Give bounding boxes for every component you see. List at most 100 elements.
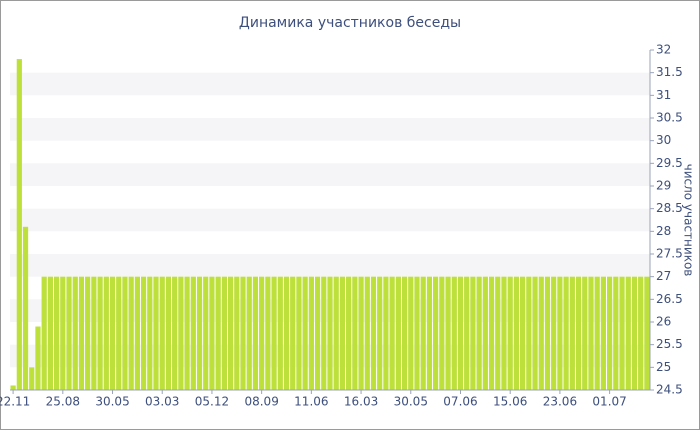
bar	[563, 276, 569, 390]
bar	[420, 276, 426, 390]
bar	[209, 276, 215, 390]
bar	[501, 276, 507, 390]
y-tick-label: 31	[656, 88, 671, 102]
grid-band	[10, 254, 650, 277]
bar	[165, 276, 172, 390]
bar	[439, 276, 445, 390]
bar	[85, 276, 91, 390]
bar	[91, 276, 97, 390]
bar	[196, 276, 203, 390]
bar	[339, 276, 346, 390]
bar	[507, 276, 513, 390]
bar	[72, 276, 78, 390]
bar	[401, 276, 408, 390]
bar	[370, 276, 377, 390]
bar	[470, 276, 476, 390]
grid-band	[10, 208, 650, 232]
bar	[103, 276, 109, 390]
x-tick-label: 30.05	[95, 395, 129, 409]
bar	[408, 276, 414, 390]
x-tick-label: 25.08	[46, 395, 80, 409]
bar	[265, 276, 271, 390]
bar	[638, 276, 644, 390]
y-tick-label: 27.5	[656, 247, 683, 261]
y-tick-label: 27	[656, 269, 671, 283]
bar	[426, 276, 433, 390]
bar	[526, 276, 532, 390]
chart-title: Динамика участников беседы	[239, 15, 461, 31]
bar	[22, 226, 29, 390]
bar	[47, 276, 53, 390]
bar	[314, 276, 321, 390]
y-tick-label: 25.5	[656, 337, 683, 351]
bar	[109, 276, 116, 390]
y-tick-label: 28.5	[656, 201, 683, 215]
bar	[532, 276, 538, 390]
bar	[333, 276, 339, 390]
bar	[215, 276, 221, 390]
bar	[53, 276, 60, 390]
bar	[389, 276, 395, 390]
grid-band	[10, 118, 650, 141]
bar	[476, 276, 482, 390]
bar	[613, 276, 619, 390]
y-tick-label: 26.5	[656, 292, 683, 306]
bar	[619, 276, 625, 390]
bar	[625, 276, 631, 390]
bar	[495, 276, 501, 390]
bar	[588, 276, 594, 390]
bar	[308, 276, 314, 390]
bar	[544, 276, 551, 390]
bar	[172, 276, 178, 390]
y-tick-label: 29	[656, 179, 671, 193]
x-tick-label: 23.06	[543, 395, 577, 409]
bar	[321, 276, 327, 390]
bar	[246, 276, 252, 390]
bar	[395, 276, 401, 390]
bar	[290, 276, 296, 390]
grid-band	[10, 72, 650, 96]
y-tick-label: 30.5	[656, 111, 683, 125]
y-tick-label: 26	[656, 315, 671, 329]
bar	[227, 276, 234, 390]
bar	[277, 276, 283, 390]
bar	[60, 276, 66, 390]
x-tick-label: 08.09	[244, 395, 278, 409]
bar	[352, 276, 358, 390]
bar	[134, 276, 140, 390]
bar	[41, 276, 47, 390]
bar	[159, 276, 165, 390]
x-tick-label: 07.06	[443, 395, 477, 409]
bar	[445, 276, 451, 390]
bar	[10, 385, 16, 390]
bar	[364, 276, 370, 390]
bar	[538, 276, 544, 390]
bar	[414, 276, 420, 390]
y-tick-label: 25	[656, 360, 671, 374]
bar	[16, 59, 22, 391]
bar	[302, 276, 308, 390]
bar	[97, 276, 103, 390]
bar	[482, 276, 488, 390]
bar	[221, 276, 227, 390]
bar	[600, 276, 607, 390]
x-tick-label: 03.03	[145, 395, 179, 409]
bar	[594, 276, 600, 390]
bar	[190, 276, 196, 390]
x-tick-label: 22.11	[0, 395, 30, 409]
bar	[296, 276, 302, 390]
y-tick-label: 30	[656, 133, 671, 147]
bar	[283, 276, 290, 390]
bar	[383, 276, 389, 390]
bar	[464, 276, 470, 390]
bar	[327, 276, 333, 390]
bar	[178, 276, 184, 390]
bar	[433, 276, 439, 390]
bar	[128, 276, 134, 390]
bar	[271, 276, 277, 390]
bar	[582, 276, 588, 390]
bar	[140, 276, 147, 390]
bar	[457, 276, 464, 390]
bar	[575, 276, 582, 390]
bar	[551, 276, 557, 390]
